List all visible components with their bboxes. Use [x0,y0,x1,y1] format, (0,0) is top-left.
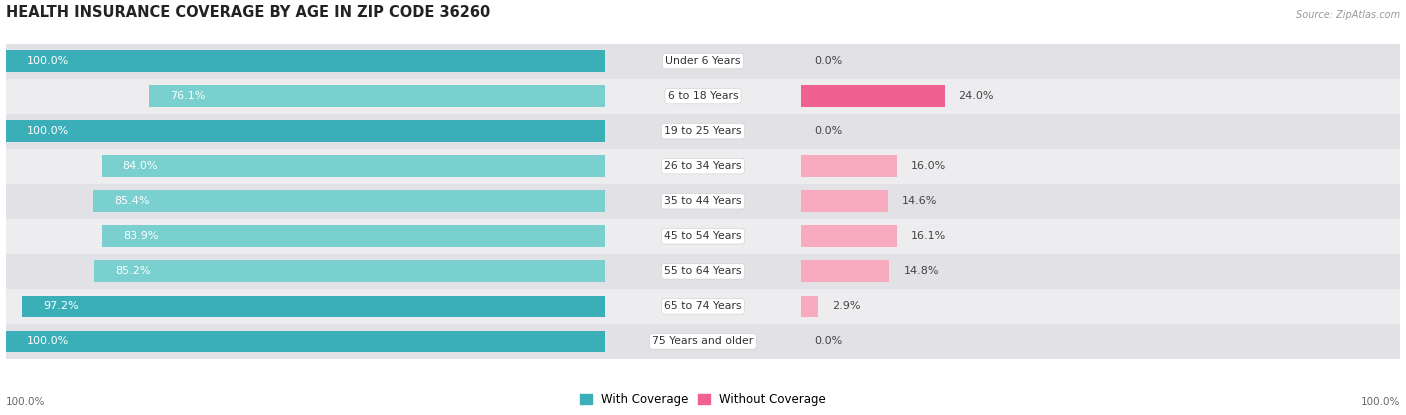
Text: 35 to 44 Years: 35 to 44 Years [664,196,742,206]
Text: 16.0%: 16.0% [911,161,946,171]
Text: 65 to 74 Years: 65 to 74 Years [664,301,742,311]
Text: 0.0%: 0.0% [814,337,842,347]
Bar [800,261,890,282]
Bar [6,254,1400,289]
Bar [6,289,1400,324]
Bar [6,50,606,72]
Bar [6,44,1400,78]
Text: Under 6 Years: Under 6 Years [665,56,741,66]
Bar [6,149,1400,184]
Bar [800,190,889,212]
Text: 100.0%: 100.0% [27,126,69,136]
Bar [6,324,1400,359]
Bar [800,85,945,107]
Bar [101,155,606,177]
Text: 16.1%: 16.1% [911,231,946,241]
Text: 100.0%: 100.0% [27,56,69,66]
Text: 14.6%: 14.6% [903,196,938,206]
Bar [6,219,1400,254]
Text: Source: ZipAtlas.com: Source: ZipAtlas.com [1296,10,1400,20]
Bar [800,155,897,177]
Bar [6,114,1400,149]
Text: 100.0%: 100.0% [27,337,69,347]
Legend: With Coverage, Without Coverage: With Coverage, Without Coverage [575,388,831,411]
Text: 85.4%: 85.4% [114,196,149,206]
Bar [800,295,818,317]
Bar [6,184,1400,219]
Text: 55 to 64 Years: 55 to 64 Years [664,266,742,276]
Bar [103,225,606,247]
Text: 83.9%: 83.9% [124,231,159,241]
Text: 26 to 34 Years: 26 to 34 Years [664,161,742,171]
Bar [149,85,606,107]
Bar [22,295,606,317]
Text: 24.0%: 24.0% [959,91,994,101]
Text: 0.0%: 0.0% [814,56,842,66]
Text: 0.0%: 0.0% [814,126,842,136]
Bar [800,225,897,247]
Text: HEALTH INSURANCE COVERAGE BY AGE IN ZIP CODE 36260: HEALTH INSURANCE COVERAGE BY AGE IN ZIP … [6,5,489,20]
Text: 14.8%: 14.8% [904,266,939,276]
Text: 76.1%: 76.1% [170,91,205,101]
Text: 100.0%: 100.0% [1361,397,1400,407]
Bar [94,261,606,282]
Text: 45 to 54 Years: 45 to 54 Years [664,231,742,241]
Text: 85.2%: 85.2% [115,266,150,276]
Text: 97.2%: 97.2% [44,301,79,311]
Bar [6,120,606,142]
Text: 75 Years and older: 75 Years and older [652,337,754,347]
Text: 84.0%: 84.0% [122,161,157,171]
Text: 2.9%: 2.9% [832,301,860,311]
Bar [6,331,606,352]
Text: 100.0%: 100.0% [6,397,45,407]
Text: 19 to 25 Years: 19 to 25 Years [664,126,742,136]
Bar [93,190,606,212]
Bar [6,78,1400,114]
Text: 6 to 18 Years: 6 to 18 Years [668,91,738,101]
